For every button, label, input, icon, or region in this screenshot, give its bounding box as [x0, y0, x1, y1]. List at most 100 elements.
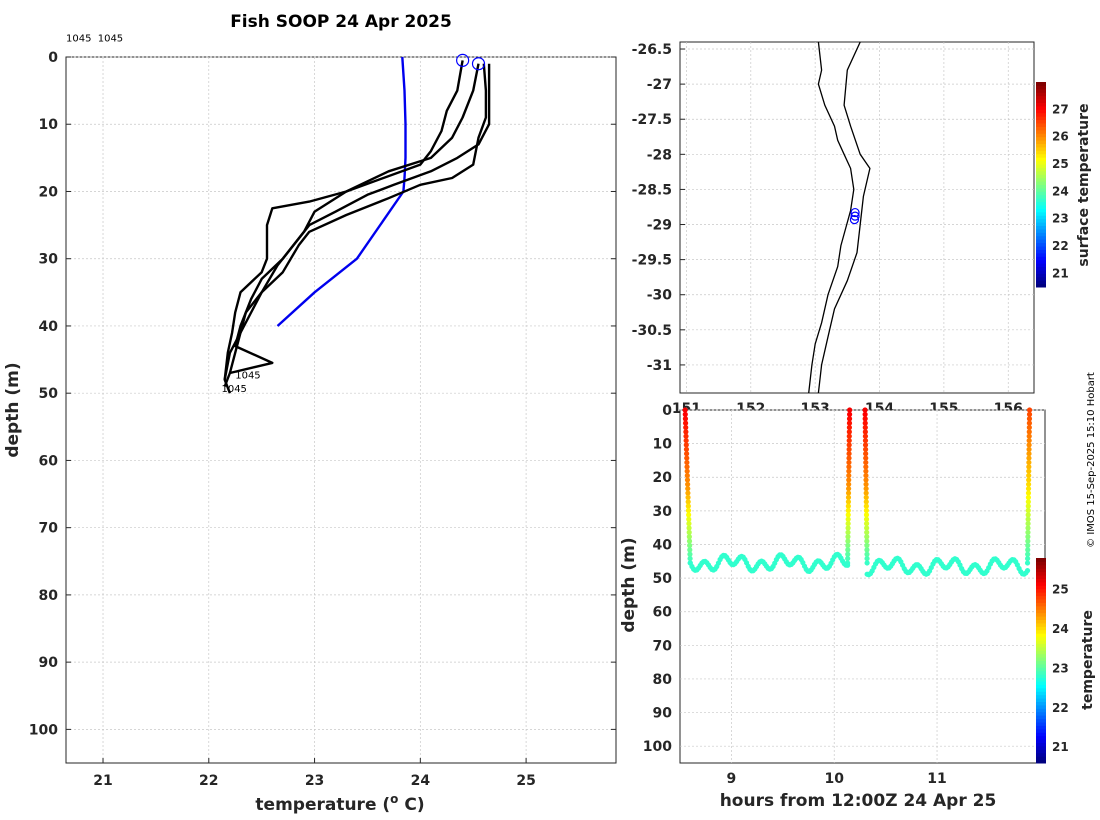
- colorbar-swatch: [1036, 177, 1046, 182]
- cast-point: [684, 472, 690, 479]
- map-ytick-label: -31: [647, 358, 672, 374]
- surface-temperature-colorbar: 21 22 23 24 25 26 27: [1036, 82, 1069, 288]
- depth-time-xtick-label: 9: [727, 771, 737, 787]
- map-ytick-label: -29.5: [632, 253, 672, 269]
- depth-time-xlabel: hours from 12:00Z 24 Apr 25: [720, 791, 997, 811]
- colorbar-swatch: [1036, 684, 1046, 689]
- tow-point: [844, 562, 851, 568]
- cast-point: [1026, 459, 1032, 466]
- colorbar-swatch: [1036, 670, 1046, 675]
- colorbar-swatch: [1036, 187, 1046, 192]
- cast-point: [687, 547, 693, 553]
- cast-point: [846, 459, 852, 466]
- colorbar-swatch: [1036, 585, 1046, 590]
- colorbar-swatch: [1036, 619, 1046, 624]
- cast-point: [685, 481, 691, 487]
- colorbar-swatch: [1036, 150, 1046, 155]
- cast-point: [862, 411, 868, 417]
- colorbar-swatch: [1036, 129, 1046, 134]
- depth-time-ytick-label: 20: [653, 470, 673, 486]
- cast-point: [684, 464, 690, 470]
- colorbar-swatch: [1036, 143, 1046, 148]
- colorbar-swatch: [1036, 687, 1046, 692]
- cast-point: [1025, 481, 1032, 487]
- surface-temperature-label: surface temperature: [1076, 103, 1092, 266]
- colorbar-swatch: [1036, 136, 1046, 141]
- depth-time-points: [682, 407, 1033, 578]
- colorbar-swatch: [1036, 653, 1046, 658]
- cast-point: [862, 424, 868, 431]
- profile-axes-box: [65, 56, 617, 764]
- cast-point: [1026, 472, 1032, 479]
- cast-point: [863, 503, 869, 509]
- colorbar-swatch: [1036, 629, 1046, 634]
- colorbar-tick-label: 23: [1052, 661, 1069, 675]
- colorbar-swatch: [1036, 259, 1046, 264]
- map-ytick-label: -29: [647, 218, 672, 234]
- cast-point: [685, 503, 691, 509]
- cast-point: [845, 503, 851, 509]
- cast-point: [862, 429, 868, 435]
- colorbar-swatch: [1036, 612, 1046, 617]
- profile-ylabel: depth (m): [3, 362, 23, 457]
- cast-point: [845, 499, 852, 505]
- colorbar-swatch: [1036, 184, 1046, 189]
- cast-point: [1026, 411, 1033, 417]
- colorbar-swatch: [1036, 249, 1046, 254]
- cast-point: [864, 534, 870, 540]
- profile-annotation: 1045: [235, 370, 260, 381]
- colorbar-tick-label: 27: [1052, 102, 1069, 116]
- profile-xtick-label: 22: [199, 773, 218, 789]
- cast-point: [863, 486, 869, 492]
- profile-xtick-label: 24: [411, 773, 431, 789]
- depth-time-xtick-label: 10: [824, 771, 844, 787]
- colorbar-tick-label: 24: [1052, 184, 1069, 198]
- cast-point: [845, 529, 851, 535]
- colorbar-swatch: [1036, 756, 1046, 761]
- colorbar-swatch: [1036, 749, 1046, 754]
- colorbar-swatch: [1036, 99, 1046, 103]
- colorbar-swatch: [1036, 564, 1046, 569]
- map-ytick-label: -30.5: [632, 323, 672, 339]
- cast-point: [1026, 468, 1032, 474]
- cast-point: [684, 455, 690, 461]
- cast-point: [862, 433, 869, 439]
- colorbar-swatch: [1036, 605, 1046, 610]
- cast-point: [1025, 494, 1032, 501]
- colorbar-swatch: [1036, 181, 1046, 185]
- cast-point: [846, 442, 852, 448]
- depth-time-xtick-label: 11: [927, 771, 946, 787]
- depth-time-ytick-label: 80: [653, 672, 673, 688]
- colorbar-swatch: [1036, 599, 1046, 603]
- colorbar-tick-label: 22: [1052, 239, 1069, 253]
- cast-point: [845, 507, 851, 514]
- colorbar-swatch: [1036, 643, 1046, 648]
- colorbar-swatch: [1036, 153, 1046, 158]
- cast-point: [845, 516, 851, 522]
- cast-point: [683, 424, 689, 431]
- colorbar-tick-label: 21: [1052, 740, 1069, 754]
- cast-point: [864, 525, 870, 531]
- colorbar-swatch: [1036, 722, 1046, 726]
- depth-time-ytick-label: 50: [653, 571, 673, 587]
- colorbar-swatch: [1036, 140, 1046, 144]
- cast-point: [682, 407, 688, 413]
- colorbar-swatch: [1036, 201, 1046, 206]
- map-point: [850, 207, 860, 218]
- colorbar-swatch: [1036, 732, 1046, 737]
- cast-point: [687, 542, 693, 549]
- colorbar-tick-label: 25: [1052, 583, 1069, 597]
- cast-point: [863, 507, 870, 514]
- cast-point: [846, 464, 852, 470]
- colorbar-tick-label: 23: [1052, 212, 1069, 226]
- cast-point: [863, 464, 869, 470]
- cast-point: [863, 472, 869, 479]
- depth-time-axes-box: [679, 409, 1046, 764]
- colorbar-swatch: [1036, 742, 1046, 747]
- map-point: [849, 215, 860, 225]
- colorbar-swatch: [1036, 578, 1046, 583]
- profile-ytick-label: 10: [39, 117, 59, 133]
- cast-point: [845, 512, 851, 518]
- map-ytick-label: -28.5: [632, 182, 672, 198]
- colorbar-swatch: [1036, 222, 1046, 226]
